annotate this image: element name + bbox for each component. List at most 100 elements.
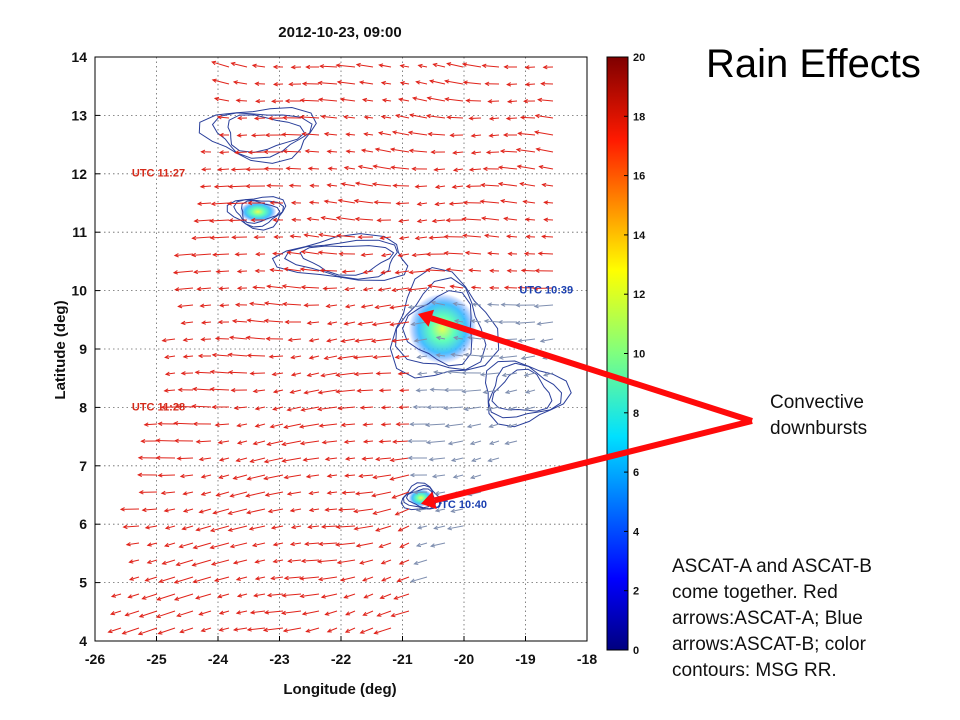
wind-arrow-head (355, 543, 361, 548)
wind-arrow (232, 320, 248, 323)
wind-arrow (364, 440, 374, 443)
wind-arrow-head (176, 456, 182, 461)
wind-arrow-head (263, 610, 270, 615)
wind-arrow (396, 202, 410, 205)
wind-arrow (265, 491, 284, 496)
wind-arrow-head (429, 543, 436, 548)
wind-arrow-head (523, 372, 529, 377)
wind-arrow (379, 440, 392, 443)
wind-arrow (446, 268, 464, 272)
wind-arrow-head (389, 322, 395, 327)
wind-arrow (373, 508, 392, 515)
wind-arrow-head (448, 201, 454, 206)
wind-arrow-head (395, 201, 401, 206)
wind-arrow-head (320, 373, 326, 378)
wind-arrow-head (360, 148, 366, 153)
wind-arrow-head (196, 201, 202, 206)
wind-arrow-head (266, 284, 272, 289)
wind-arrow-head (128, 576, 134, 581)
wind-arrow-head (209, 235, 215, 240)
wind-arrow (374, 627, 392, 634)
wind-arrow (147, 542, 158, 546)
callout-line: downbursts (770, 418, 868, 439)
wind-arrow-head (337, 198, 343, 203)
wind-arrow (408, 131, 428, 136)
wind-arrow-head (301, 81, 307, 86)
wind-arrow-head (408, 148, 414, 154)
wind-arrow-head (298, 576, 305, 581)
wind-arrow (202, 321, 212, 324)
wind-arrow-head (272, 542, 278, 547)
wind-arrow-head (195, 439, 201, 444)
wind-arrow (379, 389, 392, 392)
wind-arrow-head (327, 166, 333, 171)
wind-arrow-head (487, 99, 493, 104)
wind-arrow-head (209, 387, 215, 392)
wind-arrow-head (304, 149, 310, 154)
wind-arrow-head (497, 165, 503, 170)
wind-arrow-head (196, 286, 202, 291)
wind-arrow-head (427, 283, 433, 289)
wind-arrow (327, 150, 338, 153)
wind-arrow-head (218, 132, 224, 138)
wind-arrow (521, 269, 536, 272)
wind-arrow-head (488, 116, 494, 121)
wind-arrow (431, 301, 446, 306)
wind-arrow-head (394, 354, 400, 360)
wind-arrow (254, 593, 266, 597)
wind-arrow (322, 440, 338, 444)
wind-arrow (180, 474, 194, 477)
wind-arrow (336, 64, 356, 68)
wind-arrow-head (372, 164, 378, 169)
wind-arrow-head (416, 218, 422, 224)
wind-arrow (467, 423, 482, 428)
wind-arrow-head (288, 81, 294, 87)
wind-arrow (407, 287, 428, 291)
wind-arrow-head (125, 542, 131, 547)
wind-arrow (380, 236, 392, 239)
wind-arrow (354, 200, 374, 204)
wind-arrow-head (337, 507, 343, 512)
wind-arrow (234, 627, 248, 631)
wind-arrow-head (173, 596, 180, 601)
wind-arrow-head (254, 268, 260, 274)
wind-arrow (341, 183, 356, 187)
wind-arrow (336, 389, 356, 393)
wind-arrow-head (398, 218, 404, 224)
wind-arrow (499, 355, 518, 359)
colorbar-tick-label: 0 (633, 645, 639, 657)
wind-arrow-head (343, 321, 349, 326)
wind-arrow-head (353, 371, 359, 377)
wind-arrow-head (283, 424, 289, 429)
wind-arrow (142, 593, 158, 600)
wind-arrow-head (178, 544, 184, 549)
wind-arrow-head (208, 218, 214, 223)
wind-arrow (360, 627, 374, 634)
wind-arrow (489, 440, 500, 445)
callout-arrow-head (421, 491, 437, 510)
wind-arrow (472, 303, 482, 306)
wind-arrow (346, 150, 356, 153)
wind-arrow-head (210, 561, 217, 566)
wind-arrow (309, 508, 320, 511)
wind-arrow-head (451, 184, 457, 189)
wind-arrow-head (325, 303, 331, 309)
wind-arrow (247, 474, 266, 480)
wind-arrow-head (470, 150, 476, 155)
wind-arrow (194, 219, 212, 222)
rain-contour (211, 112, 313, 159)
wind-arrow-head (443, 234, 449, 239)
wind-arrow (469, 168, 482, 171)
wind-arrow-head (362, 439, 368, 444)
wind-arrow (162, 338, 176, 342)
wind-arrow-head (435, 353, 441, 358)
wind-arrow-head (362, 287, 368, 292)
wind-arrow (393, 440, 410, 443)
wind-arrow-head (345, 149, 351, 154)
wind-arrow (237, 440, 248, 444)
wind-arrow (426, 440, 446, 444)
wind-arrow-head (254, 81, 260, 86)
wind-arrow-head (218, 286, 224, 291)
wind-arrow (339, 508, 356, 511)
wind-arrow-head (408, 270, 414, 275)
